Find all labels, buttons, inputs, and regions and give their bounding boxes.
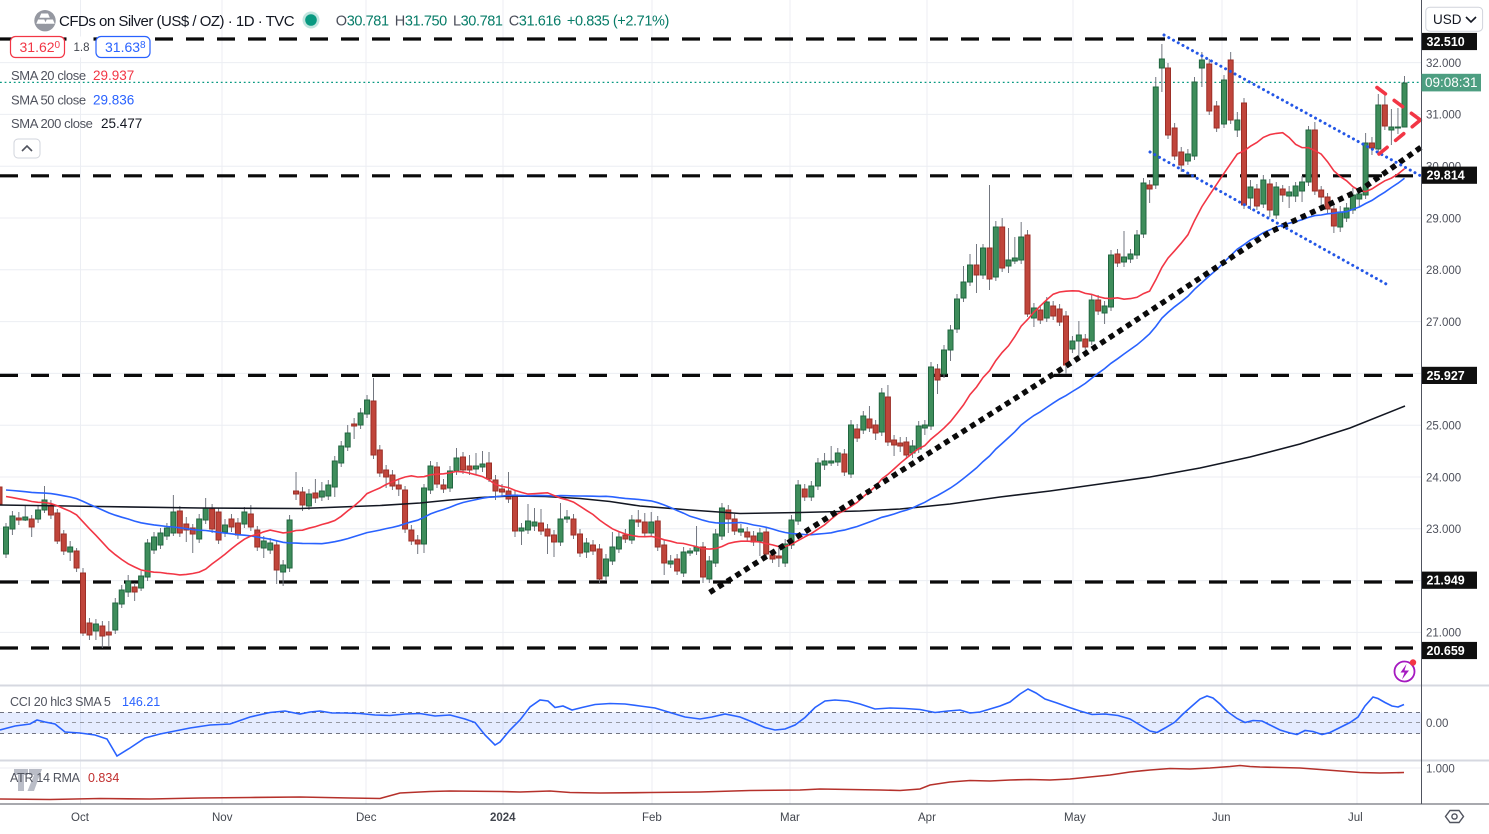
svg-text:23.000: 23.000 <box>1426 524 1461 536</box>
svg-text:31.638: 31.638 <box>105 39 146 55</box>
svg-text:Dec: Dec <box>356 812 377 824</box>
svg-text:SMA 20 close: SMA 20 close <box>11 68 86 83</box>
svg-text:2024: 2024 <box>490 812 516 824</box>
svg-text:1.000: 1.000 <box>1426 764 1455 776</box>
svg-text:USD: USD <box>1433 12 1462 27</box>
svg-text:29.836: 29.836 <box>93 93 134 108</box>
svg-text:25.927: 25.927 <box>1427 369 1465 383</box>
svg-text:ATR 14 RMA: ATR 14 RMA <box>10 771 81 785</box>
svg-text:28.000: 28.000 <box>1426 265 1461 277</box>
svg-text:May: May <box>1064 812 1086 824</box>
svg-text:146.21: 146.21 <box>122 695 160 709</box>
svg-text:21.949: 21.949 <box>1427 574 1465 588</box>
svg-text:25.477: 25.477 <box>101 116 142 131</box>
svg-text:27.000: 27.000 <box>1426 317 1461 329</box>
svg-text:Jun: Jun <box>1212 812 1231 824</box>
svg-text:0.834: 0.834 <box>88 771 119 785</box>
svg-text:31.000: 31.000 <box>1426 110 1461 122</box>
svg-text:32.510: 32.510 <box>1427 35 1465 49</box>
svg-text:20.659: 20.659 <box>1427 644 1465 658</box>
svg-text:29.937: 29.937 <box>93 68 134 83</box>
svg-text:29.814: 29.814 <box>1427 169 1465 183</box>
svg-text:SMA 50 close: SMA 50 close <box>11 93 86 108</box>
svg-text:31.620: 31.620 <box>20 39 61 55</box>
svg-text:25.000: 25.000 <box>1426 421 1461 433</box>
svg-text:Oct: Oct <box>71 812 90 824</box>
svg-text:32.000: 32.000 <box>1426 58 1461 70</box>
svg-text:21.000: 21.000 <box>1426 628 1461 640</box>
svg-text:0.00: 0.00 <box>1426 718 1448 730</box>
svg-text:Jul: Jul <box>1348 812 1363 824</box>
svg-text:CCI 20 hlc3 SMA 5: CCI 20 hlc3 SMA 5 <box>10 695 111 709</box>
svg-text:Mar: Mar <box>780 812 800 824</box>
svg-text:Apr: Apr <box>918 812 936 824</box>
svg-text:Feb: Feb <box>642 812 662 824</box>
svg-text:CFDs on Silver (US$ / OZ) · 1D: CFDs on Silver (US$ / OZ) · 1D · TVC <box>59 13 295 30</box>
svg-text:29.000: 29.000 <box>1426 213 1461 225</box>
svg-text:1.8: 1.8 <box>74 42 90 54</box>
svg-text:Nov: Nov <box>212 812 233 824</box>
svg-text:24.000: 24.000 <box>1426 472 1461 484</box>
svg-text:09:08:31: 09:08:31 <box>1425 75 1478 90</box>
svg-text:O30.781 H31.750 L30.781 C31: O30.781 H31.750 L30.781 C31.616 +0.835 (… <box>336 14 669 30</box>
svg-text:SMA 200 close: SMA 200 close <box>11 116 93 131</box>
